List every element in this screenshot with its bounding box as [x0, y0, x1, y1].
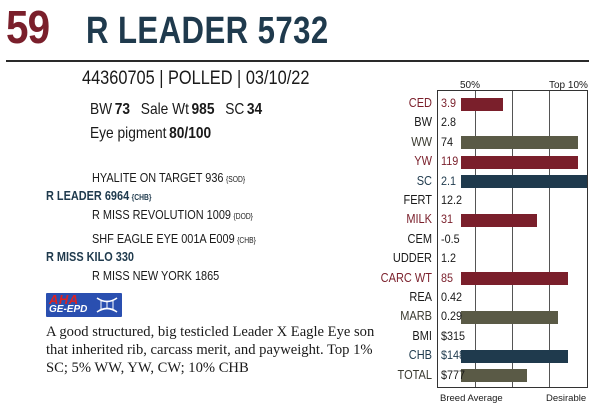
- epd-trait-yw: YW: [414, 154, 432, 169]
- epd-trait-marb: MARB: [400, 309, 432, 324]
- epd-value: 1.2: [441, 251, 457, 266]
- epd-trait-cem: CEM: [407, 231, 432, 246]
- epd-value: $315: [441, 328, 466, 343]
- epd-bar: [461, 310, 559, 324]
- epd-value: 74: [441, 134, 454, 149]
- sale-wt-value: 985: [191, 101, 215, 118]
- animal-name: R LEADER 5732: [86, 10, 329, 52]
- epd-bar: [461, 175, 587, 189]
- epd-trait-bmi: BMI: [412, 328, 432, 343]
- epd-value: 119: [441, 154, 459, 169]
- epd-value: -0.5: [441, 231, 460, 246]
- epd-value: 0.29: [441, 309, 463, 324]
- epd-value: $148: [441, 348, 466, 363]
- gridline: [475, 91, 476, 387]
- lot-number: 59: [6, 1, 50, 53]
- epd-bar: [461, 272, 569, 286]
- registration-line: 44360705 | POLLED | 03/10/22: [82, 68, 310, 89]
- epd-trait-fert: FERT: [403, 193, 432, 207]
- epd-chart-frame: [437, 90, 588, 388]
- epd-trait-rea: REA: [409, 290, 432, 304]
- epd-value: 3.9: [441, 96, 457, 110]
- gridline: [512, 91, 513, 387]
- performance-stats: BW 73 Sale Wt 985 SC 34: [90, 101, 262, 119]
- epd-trait-udder: UDDER: [392, 251, 432, 266]
- epd-trait-bw: BW: [414, 115, 432, 130]
- chart-footer-right: Desirable: [546, 393, 587, 404]
- epd-value: 2.8: [441, 115, 457, 130]
- bw-value: 73: [114, 101, 131, 118]
- epd-bar: [461, 349, 569, 363]
- epd-value: 12.2: [441, 193, 463, 207]
- epd-trait-milk: MILK: [406, 212, 432, 227]
- epd-value: 31: [441, 212, 454, 227]
- aha-ge-epd-logo: AHA GE-EPD: [46, 292, 122, 317]
- epd-bar: [461, 213, 537, 227]
- pedigree-sire: R LEADER 6964 {CHB}: [46, 188, 152, 203]
- chart-header-right: Top 10%: [549, 80, 588, 91]
- epd-trait-sc: SC: [416, 173, 432, 188]
- epd-bar: [461, 369, 527, 383]
- pedigree-dam: R MISS KILO 330: [46, 249, 134, 264]
- epd-bar: [461, 97, 503, 111]
- epd-value: 2.1: [441, 173, 457, 188]
- epd-trait-carc-wt: CARC WT: [380, 270, 432, 285]
- epd-bar: [461, 136, 579, 150]
- pedigree-sire-sire: HYALITE ON TARGET 936 {SOD}: [92, 170, 246, 185]
- bw-label: BW: [90, 101, 113, 118]
- eye-pigment: Eye pigment 80/100: [90, 125, 211, 143]
- epd-value: 0.42: [441, 290, 463, 304]
- gridline: [549, 91, 550, 387]
- epd-bar: [461, 155, 579, 169]
- epd-trait-ced: CED: [408, 96, 432, 110]
- pedigree-dam-sire: SHF EAGLE EYE 001A E009 {CHB}: [92, 231, 256, 246]
- header-divider: [6, 60, 589, 62]
- epd-trait-total: TOTAL: [397, 367, 432, 382]
- sc-value: 34: [246, 101, 263, 118]
- epd-value: $777: [441, 367, 466, 382]
- epd-trait-chb: CHB: [408, 348, 432, 363]
- epd-value: 85: [441, 270, 454, 285]
- dna-chain-icon: [96, 297, 118, 313]
- chart-footer-left: Breed Average: [440, 393, 503, 404]
- sc-label: SC: [225, 101, 245, 118]
- chart-header-left: 50%: [460, 80, 481, 91]
- pedigree-sire-dam: R MISS REVOLUTION 1009 {DOD}: [92, 207, 253, 222]
- sale-wt-label: Sale Wt: [140, 101, 189, 118]
- eye-pigment-value: 80/100: [169, 125, 212, 142]
- epd-trait-ww: WW: [411, 134, 432, 149]
- lot-description: A good structured, big testicled Leader …: [46, 324, 375, 376]
- pedigree-dam-dam: R MISS NEW YORK 1865: [92, 268, 220, 283]
- eye-pigment-label: Eye pigment: [90, 125, 167, 142]
